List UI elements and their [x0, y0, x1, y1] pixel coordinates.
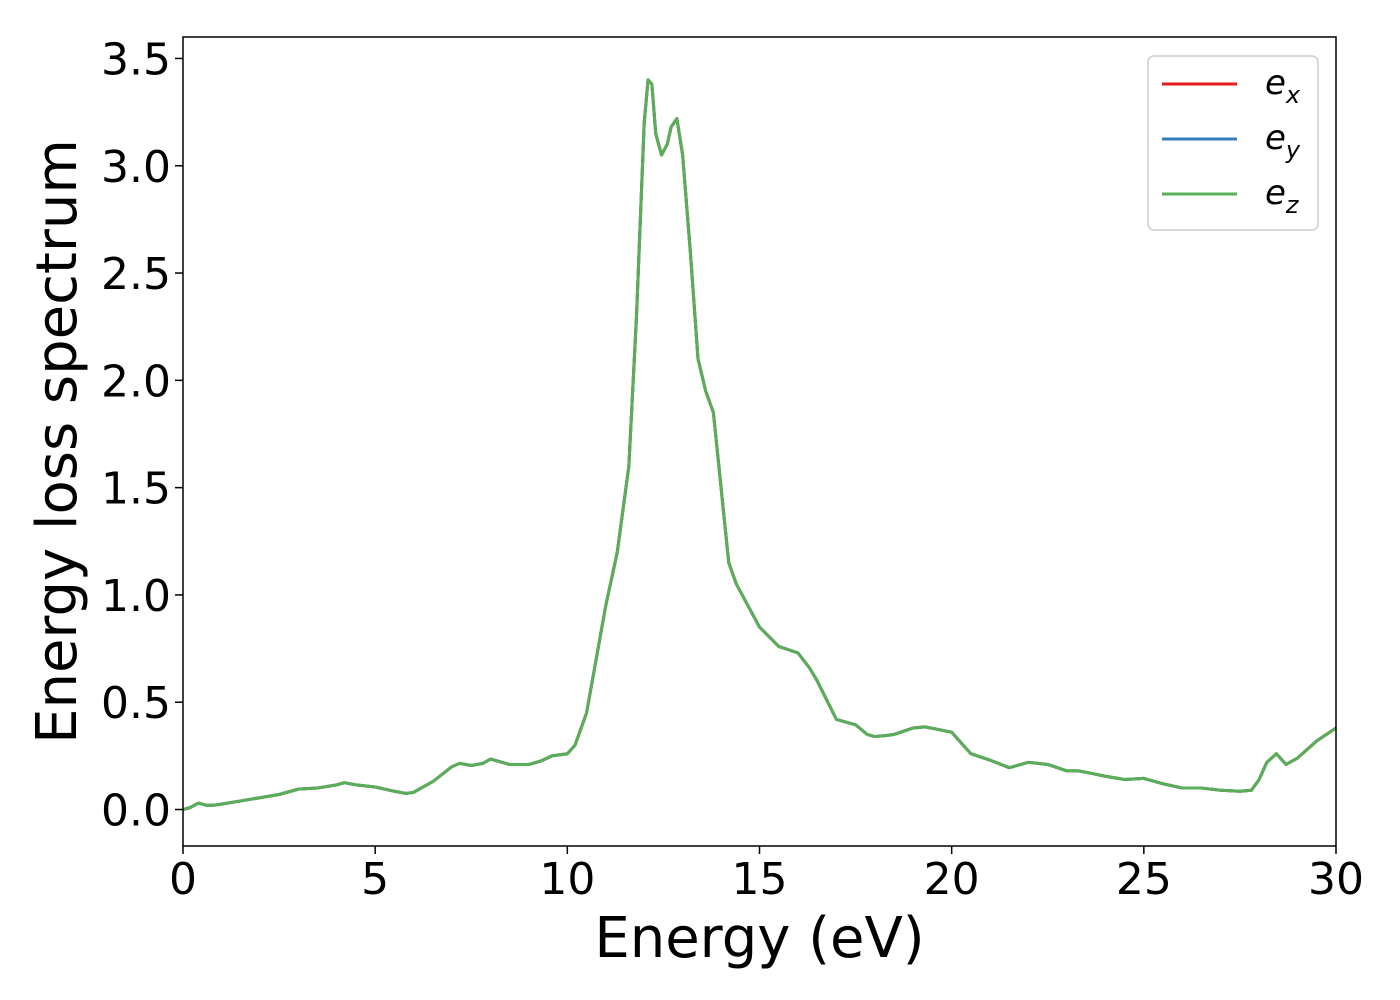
- x-tick-label: 10: [539, 854, 595, 905]
- legend: ex ey ez: [1147, 55, 1319, 231]
- x-tick-label: 25: [1116, 854, 1172, 905]
- x-tick-label: 0: [169, 854, 197, 905]
- y-tick-label: 0.5: [101, 678, 171, 729]
- x-tick-label: 30: [1308, 854, 1364, 905]
- x-tick-label: 20: [924, 854, 980, 905]
- legend-label-e-y: ey: [1265, 118, 1301, 164]
- x-axis: 0 5 10 15 20 25 30: [169, 846, 1364, 905]
- y-tick-label: 0.0: [101, 786, 171, 837]
- y-tick-label: 1.0: [101, 571, 171, 622]
- plot-layer: [182, 78, 1337, 811]
- legend-label-e-z: ez: [1265, 173, 1300, 219]
- x-tick-label: 5: [361, 854, 389, 905]
- series-line-e-z: [182, 78, 1337, 811]
- y-tick-label: 1.5: [101, 464, 171, 515]
- y-tick-label: 3.5: [101, 34, 171, 85]
- y-axis-label: Energy loss spectrum: [25, 139, 90, 744]
- y-tick-label: 2.5: [101, 249, 171, 300]
- legend-box: [1147, 55, 1319, 231]
- x-tick-label: 15: [732, 854, 788, 905]
- x-axis-label: Energy (eV): [594, 906, 924, 971]
- y-tick-label: 2.0: [101, 356, 171, 407]
- y-tick-label: 3.0: [101, 142, 171, 193]
- y-axis: 0.0 0.5 1.0 1.5 2.0 2.5 3.0 3.5: [101, 34, 183, 837]
- legend-label-e-x: ex: [1265, 63, 1301, 109]
